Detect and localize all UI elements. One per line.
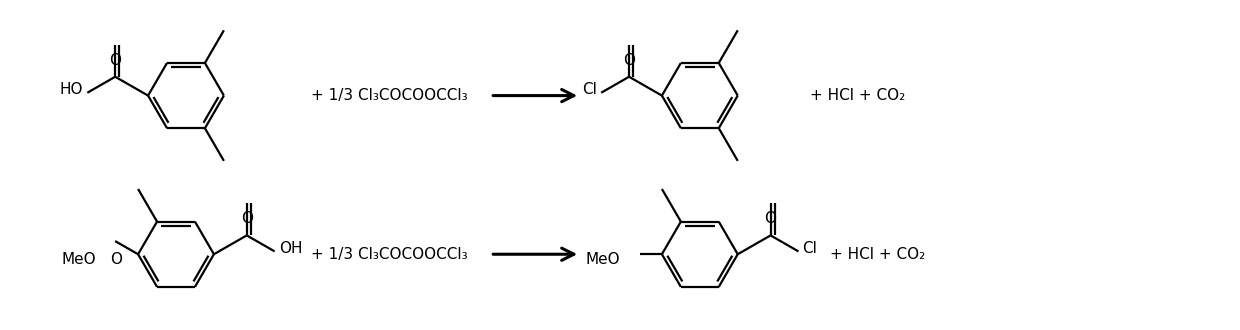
Text: + HCl + CO₂: + HCl + CO₂ [810,88,905,103]
Text: O: O [109,53,122,68]
Text: MeO: MeO [585,252,620,267]
Text: Cl: Cl [583,82,598,97]
Text: + 1/3 Cl₃COCOOCCl₃: + 1/3 Cl₃COCOOCCl₃ [311,247,467,262]
Text: O: O [765,211,776,226]
Text: OH: OH [279,241,303,256]
Text: MeO: MeO [62,252,97,267]
Text: Cl: Cl [802,241,817,256]
Text: + HCl + CO₂: + HCl + CO₂ [830,247,925,262]
Text: O: O [622,53,635,68]
Text: HO: HO [60,82,83,97]
Text: O: O [241,211,253,226]
Text: + 1/3 Cl₃COCOOCCl₃: + 1/3 Cl₃COCOOCCl₃ [311,88,467,103]
Text: O: O [110,252,122,267]
